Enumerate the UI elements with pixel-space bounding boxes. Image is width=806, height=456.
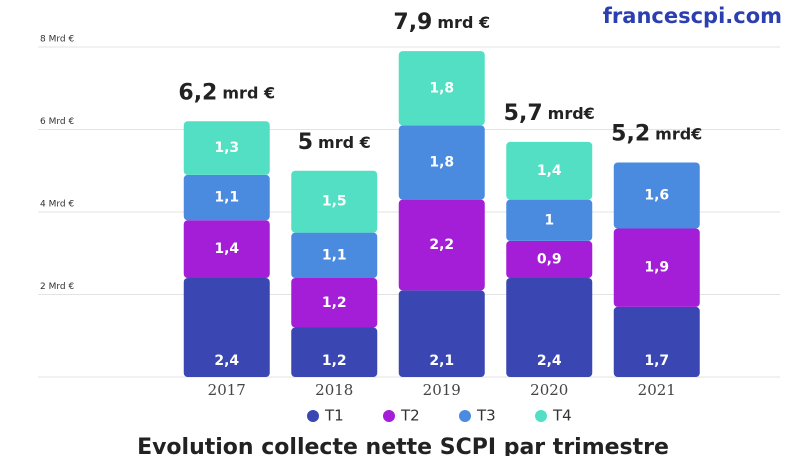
bar-segment (398, 125, 485, 200)
value-label: 1,2 (322, 295, 347, 311)
total-value: 6,2 (178, 80, 217, 105)
bar-segment (398, 199, 485, 291)
value-label: 1 (544, 212, 554, 228)
value-label: 1,9 (644, 260, 669, 276)
value-label: 2,2 (429, 237, 454, 253)
bar-segment (291, 278, 378, 328)
value-label: 2,4 (214, 353, 239, 369)
total-unit: mrd € (437, 13, 490, 32)
legend-label: T1 (324, 407, 344, 425)
bar-segment (613, 306, 700, 377)
x-tick-label: 2017 (208, 381, 246, 399)
bar-segment (183, 220, 270, 278)
bar-segment (398, 51, 485, 126)
value-label: 1,4 (537, 163, 562, 179)
total-unit: mrd € (222, 83, 275, 102)
x-tick-label: 2020 (530, 381, 568, 399)
value-label: 1,3 (214, 140, 239, 156)
value-label: 1,4 (214, 241, 239, 257)
total-label: 5,2 mrd€ (611, 122, 702, 147)
total-label: 5 mrd € (298, 130, 371, 155)
legend-marker (383, 410, 395, 422)
bar-segment (506, 199, 593, 241)
legend-label: T2 (400, 407, 420, 425)
total-label: 6,2 mrd € (178, 80, 275, 105)
bar-segment (613, 228, 700, 307)
value-label: 1,2 (322, 353, 347, 369)
y-tick-label: 6 Mrd € (40, 117, 74, 127)
chart-title: Evolution collecte nette SCPI par trimes… (137, 435, 669, 456)
value-label: 1,5 (322, 194, 347, 210)
y-tick-label: 8 Mrd € (40, 35, 74, 45)
total-value: 5,7 (504, 101, 543, 126)
x-tick-label: 2018 (315, 381, 353, 399)
legend-marker (307, 410, 319, 422)
bar-segment (183, 174, 270, 221)
total-value: 5,2 (611, 122, 650, 147)
x-tick-label: 2019 (423, 381, 461, 399)
bar-segment (506, 141, 593, 200)
value-label: 1,6 (644, 188, 669, 204)
total-label: 7,9 mrd € (393, 10, 490, 35)
bar-segment (506, 278, 593, 377)
value-label: 2,1 (429, 353, 454, 369)
bar-segment (613, 162, 700, 229)
legend-marker (459, 410, 471, 422)
value-label: 1,7 (644, 353, 669, 369)
total-unit: mrd€ (655, 124, 702, 143)
bar-segment (506, 240, 593, 278)
bar-segment (291, 170, 378, 233)
total-value: 5 (298, 130, 313, 155)
legend-label: T3 (476, 407, 496, 425)
bar-segment (398, 290, 485, 377)
bar-segment (291, 327, 378, 377)
value-label: 0,9 (537, 251, 562, 267)
bar-segment (183, 278, 270, 377)
value-label: 1,1 (214, 190, 239, 206)
total-label: 5,7 mrd€ (504, 101, 595, 126)
value-label: 1,8 (429, 155, 454, 171)
bar-segment (183, 121, 270, 175)
y-tick-label: 4 Mrd € (40, 200, 74, 210)
legend-marker (535, 410, 547, 422)
bar-segment (291, 232, 378, 278)
value-label: 1,8 (429, 80, 454, 96)
total-unit: mrd€ (548, 103, 595, 122)
legend-label: T4 (552, 407, 572, 425)
total-value: 7,9 (393, 10, 432, 35)
value-label: 2,4 (537, 353, 562, 369)
value-label: 1,1 (322, 247, 347, 263)
x-tick-label: 2021 (638, 381, 676, 399)
brand-logo: francescpi.com (603, 4, 782, 28)
y-tick-label: 2 Mrd € (40, 282, 74, 292)
total-unit: mrd € (318, 132, 371, 151)
